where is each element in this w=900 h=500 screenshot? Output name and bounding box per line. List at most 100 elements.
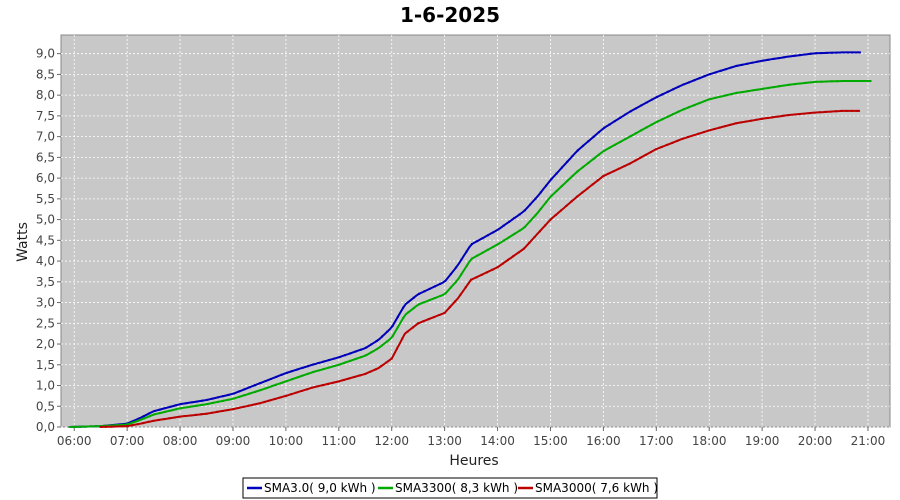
series-point [136, 423, 139, 426]
series-point [665, 143, 668, 146]
series-point [792, 113, 795, 116]
series-point [518, 213, 521, 216]
series-point [603, 149, 606, 152]
series-point [571, 154, 574, 157]
series-point [348, 377, 351, 380]
series-point [571, 175, 574, 178]
series-point [560, 184, 563, 187]
series-point [497, 242, 500, 245]
series-point [126, 425, 129, 428]
series-point [841, 80, 844, 83]
y-tick-label: 3,5 [36, 275, 55, 289]
plot-area [60, 34, 891, 428]
series-point [264, 380, 267, 383]
series-point [439, 294, 442, 297]
series-point [148, 415, 151, 418]
series-point [417, 322, 420, 325]
series-point [359, 356, 362, 359]
series-point [534, 197, 537, 200]
series-point [576, 170, 579, 173]
series-point [194, 413, 197, 416]
series-point [222, 399, 225, 402]
series-point [153, 410, 156, 413]
y-tick-label: 7,0 [36, 130, 55, 144]
series-point [820, 52, 823, 55]
y-tick-label: 2,5 [36, 316, 55, 330]
series-point [845, 109, 848, 112]
series-point [322, 360, 325, 363]
series-point [857, 80, 860, 83]
series-point [301, 366, 304, 369]
series-point [582, 144, 585, 147]
series-point [311, 386, 314, 389]
series-point [279, 396, 282, 399]
series-point [448, 306, 451, 309]
series-point [841, 51, 844, 54]
series-point [284, 394, 287, 397]
series-point [259, 382, 262, 385]
series-point [433, 316, 436, 319]
series-point [661, 93, 664, 96]
series-point [312, 363, 315, 366]
series-point [734, 122, 737, 125]
series-point [200, 413, 203, 416]
series-point [645, 126, 648, 129]
series-point [825, 51, 828, 54]
series-point [687, 81, 690, 84]
series-point [570, 200, 573, 203]
series-point [613, 143, 616, 146]
x-tick-label: 16:00 [586, 434, 621, 448]
series-point [476, 254, 479, 257]
series-point [793, 54, 796, 57]
series-point [174, 408, 177, 411]
series-line [69, 80, 872, 428]
series-point [804, 81, 807, 84]
series-point [534, 214, 537, 217]
series-point [529, 203, 532, 206]
y-tick-label: 5,0 [36, 213, 55, 227]
series-point [560, 209, 563, 212]
series-point [803, 112, 806, 115]
series-point [365, 346, 368, 349]
series-point [259, 389, 262, 392]
series-point [602, 175, 605, 178]
series-point [269, 385, 272, 388]
series-point [587, 161, 590, 164]
series-point [761, 117, 764, 120]
series-point [660, 146, 663, 148]
series-point [650, 98, 653, 101]
x-tick-label: 11:00 [322, 434, 357, 448]
series-point [767, 58, 770, 61]
y-tick-label: 1,5 [36, 358, 55, 372]
series-point [592, 135, 595, 138]
series-point [740, 91, 743, 94]
series-point [231, 408, 234, 411]
series-point [253, 403, 256, 406]
series-point [782, 114, 785, 117]
series-point [396, 326, 399, 329]
series-point [79, 425, 82, 428]
series-point [502, 239, 505, 242]
series-point [157, 418, 160, 421]
series-point [496, 266, 499, 269]
series-point [814, 80, 817, 83]
series-point [719, 69, 722, 72]
series-point [337, 380, 340, 383]
series-point [454, 300, 457, 303]
series-point [470, 242, 473, 245]
series-point [608, 146, 611, 149]
series-point [328, 366, 331, 369]
series-point [591, 183, 594, 186]
series-point [238, 395, 241, 398]
series-point [518, 229, 521, 232]
series-point [639, 156, 642, 159]
series-point [105, 424, 108, 427]
y-tick-label: 5,5 [36, 192, 55, 206]
series-point [804, 53, 807, 56]
series-point [179, 403, 182, 406]
x-tick-label: 18:00 [692, 434, 727, 448]
x-tick-label: 21:00 [851, 434, 886, 448]
series-point [539, 207, 542, 210]
series-point [677, 110, 680, 113]
